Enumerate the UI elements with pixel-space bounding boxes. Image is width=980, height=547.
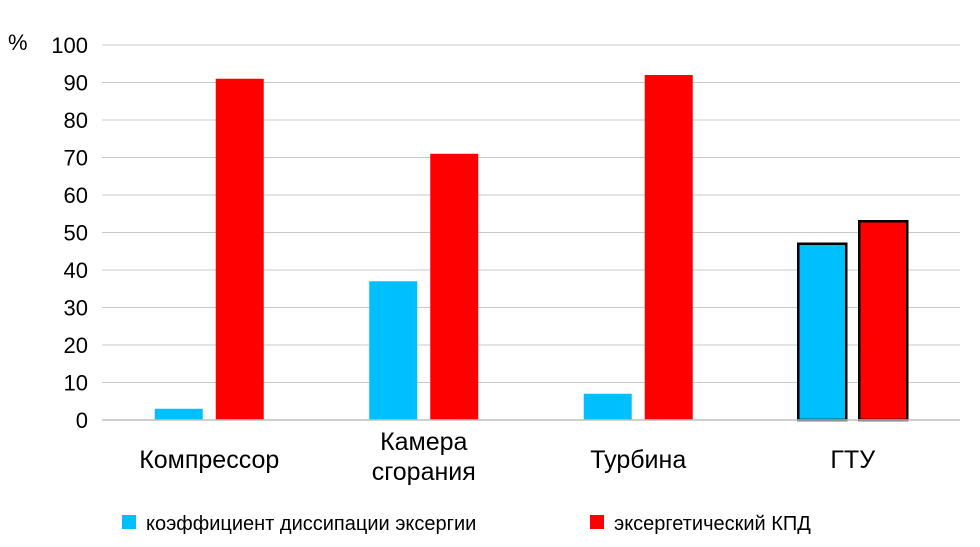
bar-dissipation-1 [369,281,418,420]
bar-efficiency-3 [858,220,909,422]
category-label-line: Компрессор [139,446,279,474]
y-axis-ticks: 0 10 20 30 40 50 60 70 80 90 100 [51,33,88,433]
y-tick-label-30: 30 [64,296,88,321]
category-labels: Компрессор Камера сгорания Турбина ГТУ [139,428,875,486]
y-tick-label-50: 50 [64,221,88,246]
y-tick-label-90: 90 [64,71,88,96]
bar-efficiency-0 [215,78,264,420]
y-tick-label-10: 10 [64,371,88,396]
bar-efficiency-1 [430,153,479,420]
y-tick-label-0: 0 [76,408,88,433]
y-tick-label-40: 40 [64,258,88,283]
category-label-0: Компрессор [139,446,279,474]
bar-dissipation-2 [583,393,632,420]
bar-efficiency-2 [644,75,693,420]
category-label-line: ГТУ [830,446,875,474]
bar-dissipation-0 [154,408,203,420]
category-label-3: ГТУ [830,446,875,474]
legend-label-dissipation: коэффициент диссипации эксергии [146,513,476,535]
bar-dissipation-3 [797,242,848,422]
y-tick-label-100: 100 [51,33,88,58]
category-label-line: Турбина [590,446,686,474]
category-label-1: Камера сгорания [372,428,476,486]
y-tick-label-60: 60 [64,183,88,208]
category-label-line: сгорания [372,458,476,486]
category-label-2: Турбина [590,446,686,474]
y-tick-label-20: 20 [64,333,88,358]
legend: коэффициент диссипации эксергии эксергет… [122,513,811,535]
legend-swatch-efficiency [590,515,604,529]
y-unit-label: % [8,30,28,55]
legend-label-efficiency: эксергетический КПД [614,513,811,535]
y-tick-label-80: 80 [64,108,88,133]
category-label-line: Камера [380,428,467,456]
bars [154,75,909,422]
legend-swatch-dissipation [122,515,136,529]
y-tick-label-70: 70 [64,146,88,171]
